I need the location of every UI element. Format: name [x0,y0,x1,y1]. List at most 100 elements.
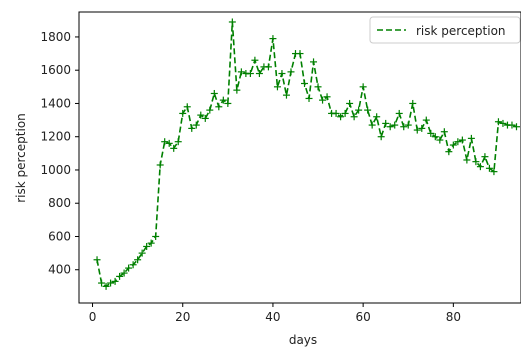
data-point-marker [111,277,119,285]
data-point-marker [377,133,385,141]
data-point-marker [350,113,358,121]
data-point-marker [400,123,408,131]
data-point-marker [251,56,259,64]
data-point-marker [192,121,200,129]
data-point-marker [422,116,430,124]
y-tick-label: 600 [48,229,71,243]
data-point-marker [228,18,236,26]
data-point-marker [490,168,498,176]
data-point-marker [368,121,376,129]
data-point-marker [458,136,466,144]
data-point-marker [404,121,412,129]
x-tick-label: 40 [265,310,280,324]
data-point-marker [463,156,471,164]
data-point-marker [296,50,304,58]
data-point-marker [152,232,160,240]
data-point-marker [138,249,146,257]
data-point-marker [116,272,124,280]
data-point-marker [418,124,426,132]
y-tick-label: 400 [48,263,71,277]
data-point-marker [476,163,484,171]
data-point-marker [440,128,448,136]
data-point-marker [120,269,128,277]
data-point-marker [512,123,520,131]
data-point-marker [174,138,182,146]
x-tick-label: 20 [175,310,190,324]
data-point-marker [454,138,462,146]
x-tick-label: 0 [89,310,97,324]
data-point-marker [246,70,254,78]
series-layer [93,18,520,290]
data-point-marker [255,70,263,78]
data-point-marker [499,119,507,127]
y-tick-label: 1200 [40,130,71,144]
y-tick-label: 1000 [40,163,71,177]
data-point-marker [508,121,516,129]
x-axis-title: days [289,333,317,347]
data-point-marker [219,96,227,104]
x-axis-ticks: 0 20 40 60 80 [89,303,461,324]
legend-label: risk perception [416,24,506,38]
data-point-marker [237,68,245,76]
plot-frame [78,11,521,304]
data-point-marker [373,113,381,121]
data-point-marker [125,264,133,272]
data-point-marker [382,119,390,127]
data-point-marker [197,111,205,119]
data-point-marker [206,106,214,114]
data-point-marker [359,83,367,91]
data-point-marker [129,261,137,269]
data-point-marker [364,106,372,114]
data-point-marker [215,103,223,111]
data-point-marker [386,123,394,131]
data-point-marker [391,121,399,129]
data-point-marker [323,93,331,101]
data-point-marker [264,63,272,71]
y-tick-label: 1600 [40,63,71,77]
data-point-marker [413,126,421,134]
data-point-marker [224,99,232,107]
data-point-marker [467,134,475,142]
data-point-marker [147,239,155,247]
data-point-marker [427,129,435,137]
data-point-marker [210,89,218,97]
data-point-marker [449,141,457,149]
data-point-marker [337,113,345,121]
data-point-marker [269,35,277,43]
data-point-marker [188,124,196,132]
data-point-marker [445,148,453,156]
x-tick-label: 60 [356,310,371,324]
data-point-marker [93,256,101,264]
y-axis-title: risk perception [14,113,28,203]
data-point-marker [134,256,142,264]
data-point-marker [409,99,417,107]
data-point-marker [305,94,313,102]
data-point-marker [395,109,403,117]
y-tick-label: 1800 [40,30,71,44]
data-point-marker [481,153,489,161]
data-point-marker [310,58,318,66]
data-point-marker [287,68,295,76]
y-tick-label: 1400 [40,96,71,110]
data-point-marker [143,242,151,250]
data-point-marker [355,106,363,114]
y-axis-ticks: 400 600 800 1000 1200 1400 1600 1800 [40,30,79,277]
data-point-marker [319,96,327,104]
data-point-marker [107,279,115,287]
data-point-marker [165,139,173,147]
legend-box [369,16,521,44]
data-point-marker [485,164,493,172]
data-point-marker [431,133,439,141]
data-point-marker [346,99,354,107]
data-point-marker [201,114,209,122]
data-point-marker [102,282,110,290]
data-point-marker [282,91,290,99]
data-point-marker [314,83,322,91]
data-point-marker [98,279,106,287]
x-tick-label: 80 [446,310,461,324]
y-tick-label: 800 [48,196,71,210]
data-point-marker [183,103,191,111]
data-point-marker [332,109,340,117]
data-point-marker [179,109,187,117]
